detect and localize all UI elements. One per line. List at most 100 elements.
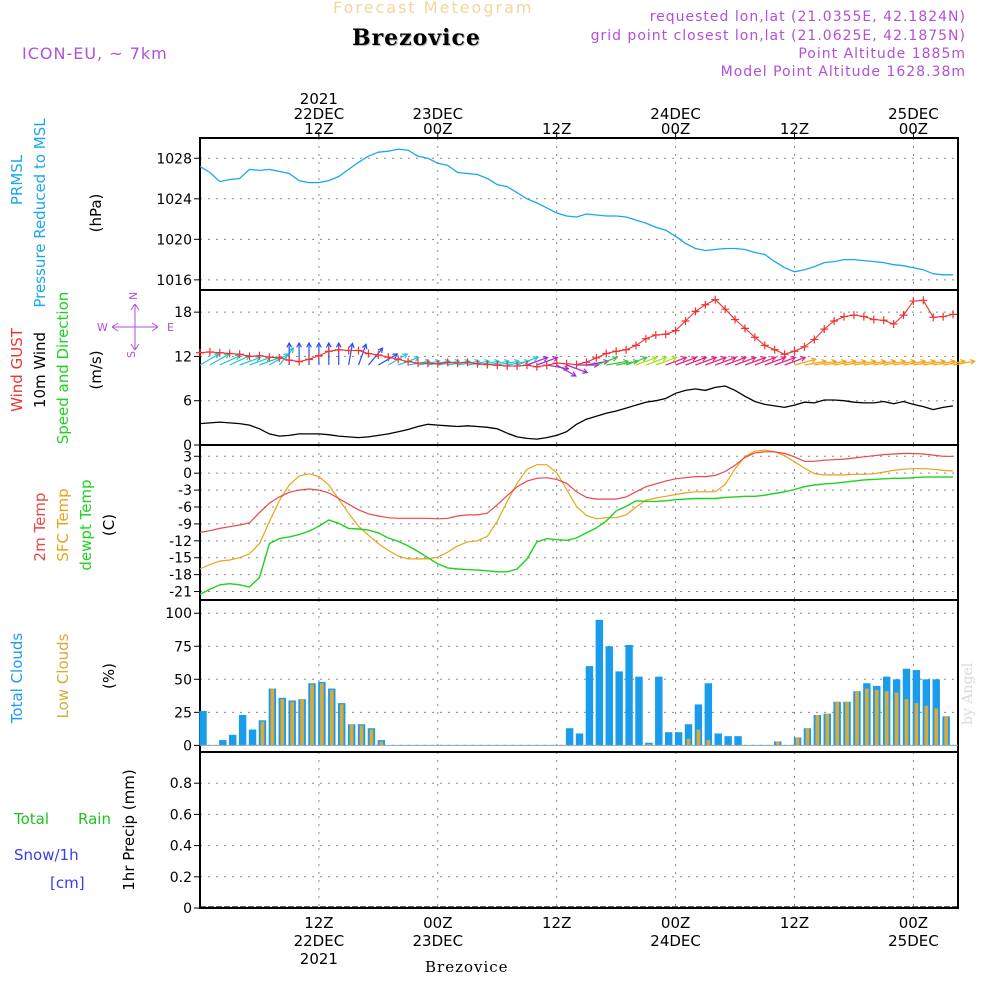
- low-cloud-bar: [845, 701, 849, 746]
- wind-gust-marker: [275, 353, 284, 362]
- low-cloud-bar: [835, 701, 840, 746]
- wind-ytick-label: 6: [183, 394, 192, 410]
- wind-gust-marker: [404, 357, 413, 366]
- compass-south: S: [125, 351, 138, 358]
- bottom-time-label: 24DEC: [650, 932, 701, 950]
- low-cloud-bar: [904, 699, 909, 746]
- precip-ytick-label: 0.8: [170, 776, 192, 792]
- total-cloud-bar: [605, 646, 613, 746]
- wind-direction-arrow: [516, 356, 538, 366]
- low-cloud-bar: [934, 708, 939, 746]
- top-time-label: 12Z: [304, 120, 333, 138]
- wind-arrowhead: [392, 353, 399, 359]
- compass-north: N: [127, 292, 140, 300]
- wind-direction-arrow: [278, 347, 294, 366]
- total-cloud-bar: [664, 732, 673, 746]
- temperature-ytick-label: -9: [178, 517, 192, 533]
- wind-gust-marker: [493, 361, 502, 370]
- low-cloud-bar: [924, 705, 929, 746]
- wind-arrowhead: [552, 356, 559, 362]
- wind-gust-marker: [780, 350, 789, 359]
- wind-direction-arrow: [853, 360, 876, 366]
- wind-direction-arrow: [883, 360, 906, 366]
- total-cloud-bar: [635, 676, 643, 746]
- wind-direction-arrow: [814, 360, 837, 366]
- wind-gust-marker: [820, 325, 829, 334]
- wind-direction-arrow: [943, 360, 965, 366]
- wind-arrowhead: [750, 356, 757, 362]
- wind-direction-arrow: [357, 344, 367, 366]
- wind-direction-arrow: [734, 356, 756, 366]
- wind-gust-marker: [413, 359, 422, 368]
- wind-arrowhead: [641, 356, 648, 362]
- pressure-ytick-label: 1024: [156, 192, 192, 208]
- wind-gust-marker: [790, 347, 799, 356]
- wind-gust-marker: [691, 307, 700, 316]
- wind-gust-marker: [840, 312, 849, 321]
- wind-direction-arrow: [645, 356, 667, 366]
- top-time-label: 24DEC: [650, 105, 701, 123]
- wind-arrowhead: [532, 356, 539, 362]
- wind-gust-marker: [830, 317, 839, 325]
- wind-arrowhead: [306, 341, 312, 348]
- top-time-label: 23DEC: [413, 105, 464, 123]
- wind-direction-arrow: [229, 355, 250, 366]
- wind-gust-marker: [641, 334, 650, 343]
- total-cloud-bar: [585, 666, 594, 746]
- clouds-ytick-label: 75: [174, 639, 192, 655]
- wind-gust-marker: [522, 361, 531, 370]
- low-cloud-bar: [825, 713, 830, 746]
- low-cloud-bar: [339, 704, 344, 746]
- top-time-label: 25DEC: [888, 105, 939, 123]
- precip-panel-frame: [199, 751, 959, 909]
- wind-arrowhead: [720, 356, 728, 362]
- wind-gust-marker: [681, 317, 690, 325]
- wind-ylabel-unit: (m/s): [87, 350, 105, 389]
- wind-direction-arrow: [774, 356, 796, 366]
- wind-direction-arrow: [784, 356, 806, 366]
- wind-direction-arrow: [952, 360, 975, 366]
- wind-ylabel-gust: Wind GUST: [8, 327, 26, 412]
- wind-direction-arrow: [536, 356, 558, 366]
- low-cloud-bar: [320, 683, 324, 746]
- wind-gust-marker: [651, 331, 660, 340]
- total-cloud-bar: [734, 736, 742, 746]
- wind-direction-arrow: [843, 360, 866, 366]
- temp-ylabel-2m: 2m Temp: [31, 493, 49, 562]
- precip-legend-unit: [cm]: [50, 874, 85, 892]
- low-cloud-bar: [874, 689, 879, 746]
- low-cloud-bar: [329, 689, 334, 746]
- wind-direction-arrow: [685, 356, 707, 366]
- wind-direction-arrow: [655, 356, 677, 366]
- pressure-ylabel-prmsl: PRMSL: [8, 154, 26, 205]
- wind-direction-arrow: [705, 356, 727, 366]
- wind-arrowhead: [255, 356, 262, 362]
- wind-gust-marker: [196, 348, 204, 357]
- wind-gust-marker: [552, 359, 561, 368]
- wind-gust-marker: [453, 359, 462, 368]
- wind-direction-arrow: [804, 360, 827, 366]
- low-cloud-bar: [706, 740, 711, 746]
- wind-direction-arrow: [824, 360, 847, 366]
- total-cloud-bar: [229, 734, 237, 746]
- wind-gust-marker: [949, 310, 958, 319]
- wind-gust-marker: [939, 312, 948, 321]
- wind-arrowhead: [711, 356, 718, 362]
- precip-legend-snow: Snow/1h: [14, 846, 79, 864]
- low-cloud-bar: [686, 738, 691, 746]
- temp-ylabel-sfc: SFC Temp: [54, 488, 72, 561]
- wind-arrowhead: [691, 356, 698, 362]
- wind-gust-marker: [374, 350, 383, 359]
- wind-arrowhead: [770, 356, 777, 362]
- low-cloud-bar: [369, 729, 374, 746]
- wind-gust-marker: [542, 361, 551, 370]
- temperature-ytick-label: -3: [178, 483, 192, 499]
- pressure-line: [199, 148, 953, 276]
- wind-direction-arrow: [893, 360, 916, 366]
- wind-gust-marker: [731, 315, 740, 324]
- wind-gust-marker: [304, 355, 313, 364]
- wind-direction-arrow: [764, 356, 786, 366]
- low-cloud-bar: [280, 699, 285, 746]
- total-cloud-bar: [674, 732, 683, 746]
